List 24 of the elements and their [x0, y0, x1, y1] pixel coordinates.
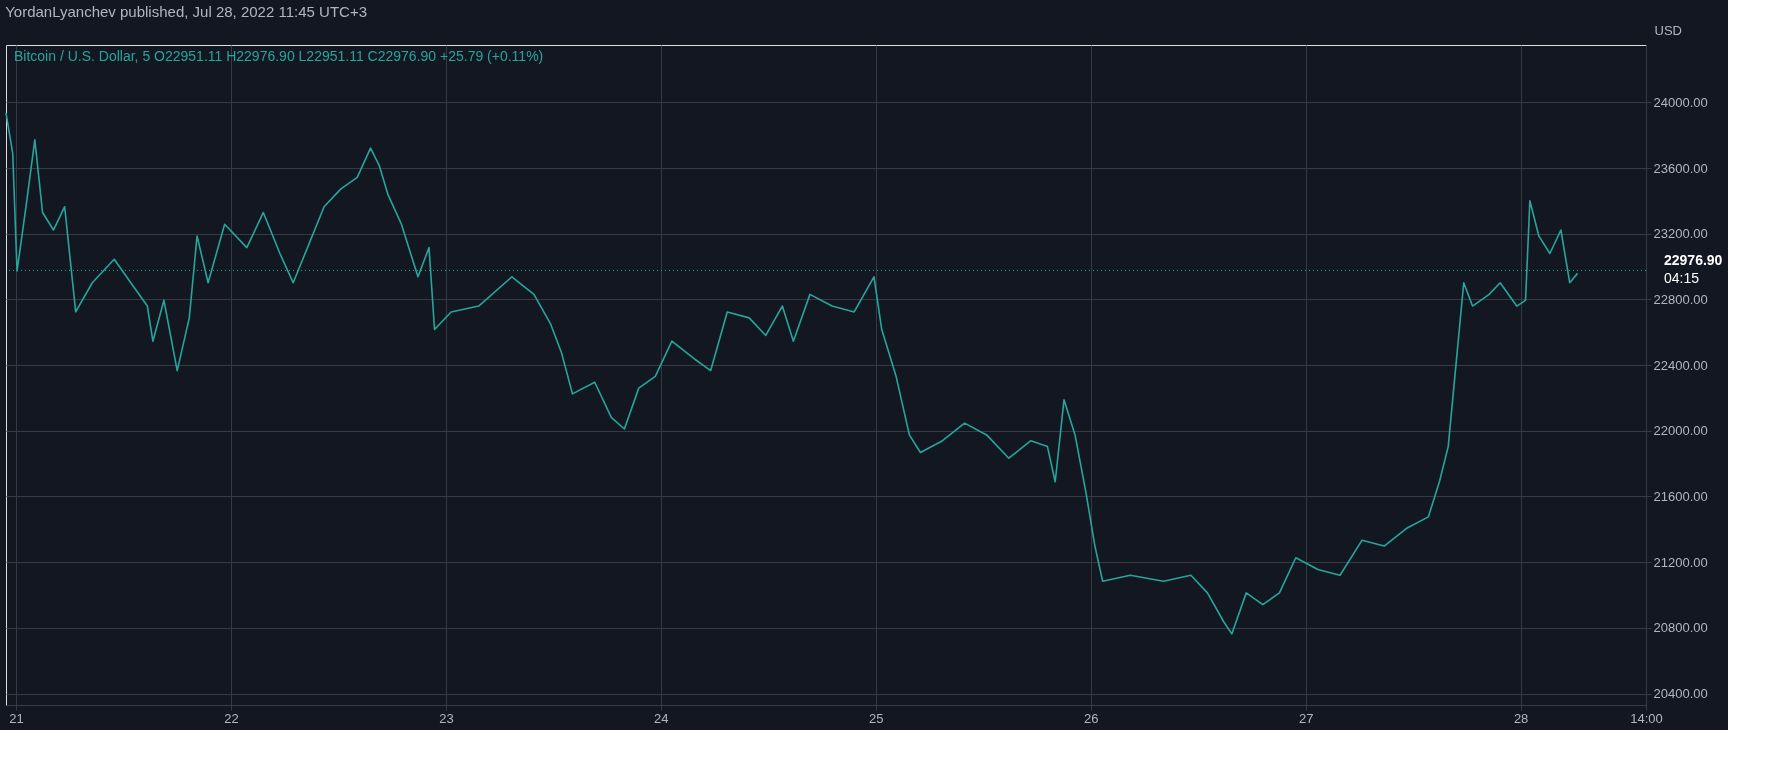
y-tick-label: 21200.00	[1653, 554, 1708, 570]
y-tick-label: 22400.00	[1653, 357, 1708, 373]
x-tick-label: 25	[869, 710, 884, 726]
y-tick-label: 22000.00	[1653, 423, 1708, 439]
x-tick-label: 28	[1513, 710, 1529, 726]
y-tick-label: 24000.00	[1653, 94, 1708, 110]
x-tick-label: 14:00	[1630, 710, 1663, 726]
x-tick-label: 21	[9, 710, 24, 726]
x-tick-label: 22	[224, 710, 239, 726]
text: 04:15	[1664, 270, 1700, 287]
y-tick-label: 22800.00	[1653, 291, 1708, 307]
y-tick-label: 20400.00	[1653, 686, 1708, 702]
x-tick-label: 27	[1298, 710, 1314, 726]
x-tick-label: 23	[439, 710, 454, 726]
x-tick-label: 24	[654, 710, 669, 726]
ref-line-label: 22976.90	[1664, 252, 1723, 269]
y-axis-title: USD	[1654, 22, 1682, 38]
chart-title: YordanLyanchev published, Jul 28, 2022 11:45 UTC+3	[5, 3, 367, 20]
y-tick-label: 20800.00	[1653, 620, 1708, 636]
y-tick-label: 23600.00	[1653, 160, 1708, 176]
y-tick-label: 23200.00	[1653, 226, 1708, 242]
x-tick-label: 26	[1083, 710, 1099, 726]
y-tick-label: 21600.00	[1653, 488, 1708, 504]
chart-subtitle: Bitcoin / U.S. Dollar, 5 O22951.11 H22976.90 L22951.11 C22976.90 +25.79 (+0.11%)	[14, 48, 544, 64]
